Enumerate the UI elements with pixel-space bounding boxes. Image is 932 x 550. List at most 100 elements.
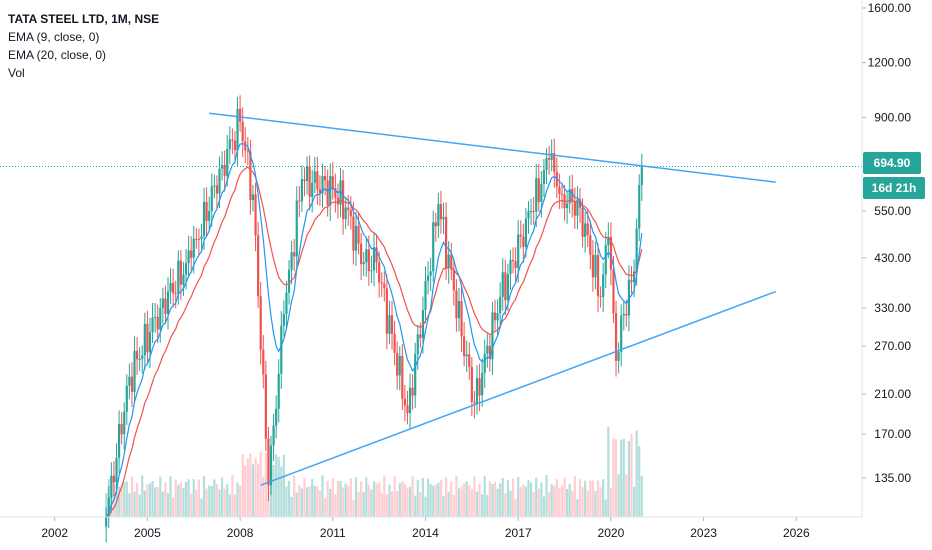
volume-bar xyxy=(231,475,234,517)
candle-body xyxy=(174,293,177,295)
volume-bar xyxy=(548,492,551,517)
volume-bar xyxy=(277,456,280,517)
volume-bar xyxy=(375,483,378,517)
candle-body xyxy=(226,149,229,176)
volume-bar xyxy=(625,474,628,517)
support-trendline xyxy=(260,290,776,486)
price-axis-label: 900.00 xyxy=(874,110,911,124)
candle-body xyxy=(416,334,419,355)
candle-body xyxy=(202,201,206,237)
symbol-title[interactable]: TATA STEEL LTD, 1M, NSE xyxy=(8,12,160,26)
candle-body xyxy=(105,516,108,527)
candle-body xyxy=(455,290,458,319)
volume-bar xyxy=(347,485,350,517)
volume-bar xyxy=(210,486,213,517)
time-axis-label: 2023 xyxy=(690,526,717,540)
candle-body xyxy=(542,169,546,185)
candle-body xyxy=(529,210,533,212)
volume-bar xyxy=(275,454,278,517)
candle-body xyxy=(311,182,314,197)
candle-body xyxy=(112,475,116,483)
candle-body xyxy=(522,236,525,248)
candle-body xyxy=(107,497,110,517)
price-tag-text: 694.90 xyxy=(874,156,911,170)
volume-bar xyxy=(244,465,247,517)
candle-body xyxy=(584,223,587,237)
candle-body xyxy=(352,216,355,251)
candle-body xyxy=(424,280,427,310)
volume-bar xyxy=(481,494,484,517)
volume-bar xyxy=(182,488,185,517)
candle-body xyxy=(640,166,643,186)
candle-body xyxy=(192,238,195,258)
candle-body xyxy=(576,199,579,216)
volume-bar xyxy=(450,481,453,517)
candle-body xyxy=(130,376,134,392)
ema20-label[interactable]: EMA (20, close, 0) xyxy=(8,48,107,62)
candle-body xyxy=(380,282,383,284)
candle-body xyxy=(457,301,461,319)
candle-body xyxy=(548,158,551,160)
volume-bar xyxy=(372,481,376,517)
candle-body xyxy=(388,315,391,334)
volume-bar xyxy=(280,466,283,517)
candle-body xyxy=(141,355,144,360)
candle-body xyxy=(205,201,208,221)
candle-body xyxy=(254,194,257,236)
candle-body xyxy=(401,355,404,399)
candle-body xyxy=(627,279,631,316)
volume-bar xyxy=(136,483,139,517)
volume-bar xyxy=(393,476,396,517)
volume-bar xyxy=(151,481,154,517)
volume-bar xyxy=(105,493,108,517)
volume-bar xyxy=(241,454,244,517)
candle-body xyxy=(148,332,152,353)
candle-body xyxy=(625,313,628,316)
volume-bar xyxy=(632,486,636,517)
volume-bar xyxy=(202,475,206,517)
volume-bar xyxy=(146,484,149,517)
volume-bar xyxy=(161,491,164,517)
trendlines[interactable] xyxy=(209,112,776,486)
time-axis-label: 2020 xyxy=(598,526,625,540)
candle-body xyxy=(128,376,131,386)
candle-body xyxy=(262,349,265,375)
volume-bar xyxy=(558,488,561,517)
volume-bar xyxy=(398,483,401,517)
candle-body xyxy=(117,423,121,458)
volume-bar xyxy=(305,487,309,517)
ema9-label[interactable]: EMA (9, close, 0) xyxy=(8,30,100,44)
volume-bar xyxy=(460,486,463,517)
volume-bar xyxy=(190,493,193,517)
candle-body xyxy=(591,254,594,278)
volume-bar xyxy=(112,477,116,517)
time-axis[interactable]: 2002 2005 2008 2011 2014 2017 2020 2023 2026 xyxy=(41,517,810,540)
vol-label[interactable]: Vol xyxy=(8,66,25,80)
volume-bar xyxy=(537,488,540,517)
volume-bar xyxy=(589,480,592,517)
volume-bar xyxy=(635,430,638,517)
volume-bar xyxy=(411,476,414,517)
volume-bar xyxy=(429,483,432,517)
candle-body xyxy=(329,176,332,206)
candle-body xyxy=(393,333,396,353)
candle-body xyxy=(295,200,298,257)
volume-bar xyxy=(617,474,620,517)
candle-body xyxy=(403,398,406,406)
volume-bar xyxy=(496,488,499,517)
candle-body xyxy=(300,179,303,202)
price-axis[interactable]: 1600.00 1200.00 900.00 550.00 430.00 330.00 27… xyxy=(862,1,911,485)
candle-body xyxy=(239,108,242,122)
candle-body xyxy=(321,175,324,194)
candle-body xyxy=(478,378,481,396)
volume-bar xyxy=(421,477,425,517)
volume-bar xyxy=(282,454,285,517)
candle-body xyxy=(396,352,399,376)
volume-bar xyxy=(594,490,597,517)
volume-bar xyxy=(612,437,615,517)
volume-bar xyxy=(426,478,430,517)
candle-body xyxy=(228,139,231,150)
candle-body xyxy=(334,188,337,198)
volume-bar xyxy=(447,491,450,517)
